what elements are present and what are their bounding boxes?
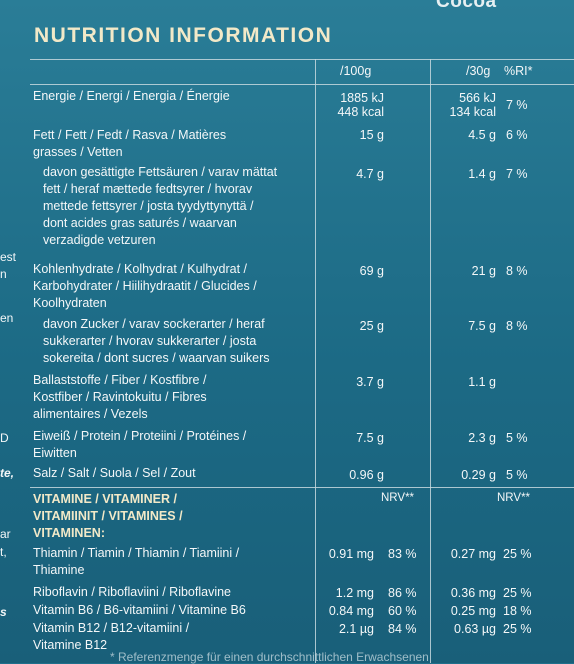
energy-kcal-per-100g: 448 kcal xyxy=(337,105,384,119)
vitamin-b6-per-30g: 0.25 mg xyxy=(450,604,496,618)
riboflavin-nrv-100g: 86 % xyxy=(388,586,417,600)
edge-fragment: en xyxy=(0,311,14,325)
row-label-thiamin: Thiamin / Tiamin / Thiamin / Tiamiini / xyxy=(33,546,240,560)
vitamin-b6-per-100g: 0.84 mg xyxy=(328,604,374,618)
row-label-saturates-5: verzadigde vetzuren xyxy=(43,233,156,247)
vitamins-heading-3: VITAMINEN: xyxy=(33,526,105,540)
row-label-fat-2: grasses / Vetten xyxy=(33,145,123,159)
saturates-per-100g: 4.7 g xyxy=(356,167,384,181)
protein-per-30g: 2.3 g xyxy=(468,431,496,445)
carbohydrate-per-100g: 69 g xyxy=(359,264,384,278)
header-per-100g: /100g xyxy=(340,64,372,78)
vitamin-b12-nrv-30g: 25 % xyxy=(503,622,532,636)
edge-fragment: D xyxy=(0,431,9,445)
riboflavin-per-30g: 0.36 mg xyxy=(450,586,496,600)
nrv-header-100g: NRV** xyxy=(381,492,415,504)
riboflavin-per-100g: 1.2 mg xyxy=(335,586,374,600)
protein-ri: 5 % xyxy=(506,431,528,445)
vitamins-heading: VITAMINE / VITAMINER / xyxy=(33,492,177,506)
row-label-carbohydrate: Kohlenhydrate / Kolhydrat / Kulhydrat / xyxy=(33,262,248,276)
footnote: * Referenzmenge für einen durchschnittli… xyxy=(110,650,429,664)
row-label-fibre-3: alimentaires / Vezels xyxy=(33,407,148,421)
vitamin-b12-nrv-100g: 84 % xyxy=(388,622,417,636)
row-label-vitamin-b6: Vitamin B6 / B6-vitamiini / Vitamine B6 xyxy=(33,603,246,617)
thiamin-per-30g: 0.27 mg xyxy=(450,547,496,561)
row-label-carbohydrate-2: Karbohydrater / Hiilihydraatit / Glucide… xyxy=(33,279,257,293)
panel-title: NUTRITION INFORMATION xyxy=(34,24,333,47)
row-label-salt: Salz / Salt / Suola / Sel / Zout xyxy=(33,466,196,480)
row-label-energy: Energie / Energi / Energia / Énergie xyxy=(33,89,230,103)
brand-name: Cocoa xyxy=(436,0,497,12)
fibre-per-30g: 1.1 g xyxy=(468,375,496,389)
fibre-per-100g: 3.7 g xyxy=(356,375,384,389)
row-label-riboflavin: Riboflavin / Riboflaviini / Riboflavine xyxy=(33,585,232,599)
energy-kcal-per-30g: 134 kcal xyxy=(449,105,496,119)
row-label-sugars-3: sokereita / dont sucres / waarvan suiker… xyxy=(43,351,270,365)
edge-fragment: s xyxy=(0,605,7,619)
row-label-fibre-2: Kostfiber / Ravintokuitu / Fibres xyxy=(33,390,207,404)
thiamin-per-100g: 0.91 mg xyxy=(328,547,374,561)
thiamin-nrv-100g: 83 % xyxy=(388,547,417,561)
row-label-saturates-2: fett / heraf mættede fedtsyrer / hvorav xyxy=(43,182,253,196)
row-label-saturates-3: mettede fettsyrer / josta tyydyttynyttä … xyxy=(43,199,254,213)
energy-per-100g: 1885 kJ xyxy=(340,91,384,105)
energy-per-30g: 566 kJ xyxy=(459,91,496,105)
edge-fragment: t, xyxy=(0,545,7,559)
riboflavin-nrv-30g: 25 % xyxy=(503,586,532,600)
row-label-saturates: davon gesättigte Fettsäuren / varav mätt… xyxy=(43,165,278,179)
salt-ri: 5 % xyxy=(506,468,528,482)
vitamin-b12-per-30g: 0.63 µg xyxy=(454,622,496,636)
row-label-protein: Eiweiß / Protein / Proteiini / Protéines… xyxy=(33,429,247,443)
row-label-thiamin-2: Thiamine xyxy=(33,563,85,577)
thiamin-nrv-30g: 25 % xyxy=(503,547,532,561)
vitamins-heading-2: VITAMIINIT / VITAMINES / xyxy=(33,509,183,523)
row-label-protein-2: Eiwitten xyxy=(33,446,77,460)
row-label-saturates-4: dont acides gras saturés / waarvan xyxy=(43,216,237,230)
nrv-header-30g: NRV** xyxy=(497,492,531,504)
row-label-carbohydrate-3: Koolhydraten xyxy=(33,296,107,310)
edge-fragment: est xyxy=(0,250,17,264)
sugars-per-30g: 7.5 g xyxy=(468,319,496,333)
row-label-fat: Fett / Fett / Fedt / Rasva / Matières xyxy=(33,128,227,142)
sugars-ri: 8 % xyxy=(506,319,528,333)
row-label-sugars: davon Zucker / varav sockerarter / heraf xyxy=(43,317,265,331)
edge-fragment: ar xyxy=(0,527,11,541)
sugars-per-100g: 25 g xyxy=(359,319,384,333)
header-ri: %RI* xyxy=(504,64,533,78)
saturates-per-30g: 1.4 g xyxy=(468,167,496,181)
vitamin-b6-nrv-30g: 18 % xyxy=(503,604,532,618)
salt-per-100g: 0.96 g xyxy=(349,468,384,482)
salt-per-30g: 0.29 g xyxy=(461,468,496,482)
edge-fragment: te, xyxy=(0,466,15,480)
edge-fragment: n xyxy=(0,267,7,281)
row-label-sugars-2: sukkerarter / hvorav sukkerarter / josta xyxy=(43,334,257,348)
vitamin-b6-nrv-100g: 60 % xyxy=(388,604,417,618)
row-label-vitamin-b12-2: Vitamine B12 xyxy=(33,638,108,652)
header-per-30g: /30g xyxy=(466,64,491,78)
energy-ri: 7 % xyxy=(506,98,528,112)
fat-ri: 6 % xyxy=(506,128,528,142)
row-label-fibre: Ballaststoffe / Fiber / Kostfibre / xyxy=(33,373,207,387)
row-label-vitamin-b12: Vitamin B12 / B12-vitamiini / xyxy=(33,621,190,635)
saturates-ri: 7 % xyxy=(506,167,528,181)
fat-per-100g: 15 g xyxy=(359,128,384,142)
carbohydrate-per-30g: 21 g xyxy=(471,264,496,278)
vitamin-b12-per-100g: 2.1 µg xyxy=(338,622,374,636)
fat-per-30g: 4.5 g xyxy=(468,128,496,142)
carbohydrate-ri: 8 % xyxy=(506,264,528,278)
protein-per-100g: 7.5 g xyxy=(356,431,384,445)
